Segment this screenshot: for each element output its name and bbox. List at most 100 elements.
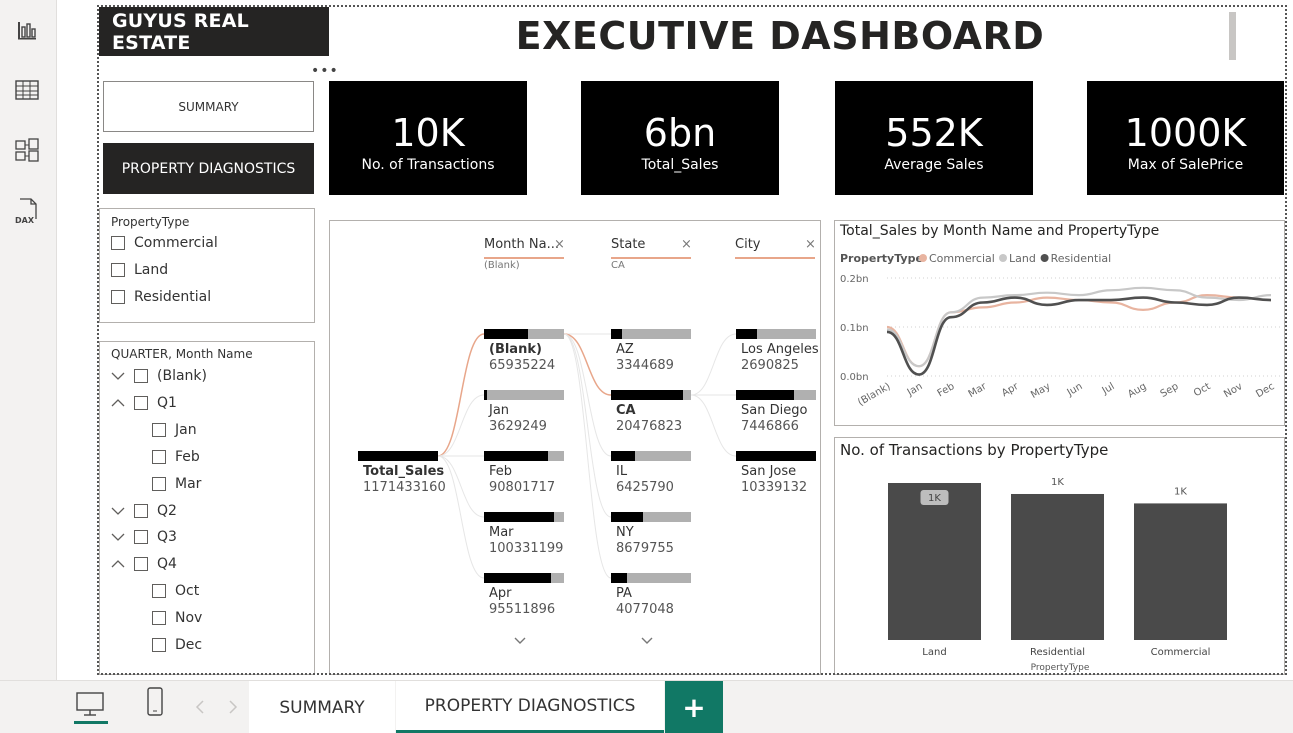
checkbox[interactable] — [152, 584, 166, 599]
x-tick-label: (Blank) — [856, 381, 893, 408]
checkbox[interactable] — [134, 369, 148, 383]
dax-query-icon[interactable]: DAX — [11, 195, 43, 227]
node-value: 8679755 — [616, 541, 674, 556]
slicer-item[interactable]: Q1 — [111, 395, 177, 411]
x-tick-label: Residential — [1030, 647, 1085, 658]
kpi-label: Average Sales — [884, 157, 984, 173]
scrollbar-thumb[interactable] — [1229, 12, 1236, 60]
slicer-item[interactable]: (Blank) — [111, 368, 207, 384]
slicer-item[interactable]: Q2 — [111, 503, 177, 519]
x-tick-label: Jul — [1100, 381, 1117, 397]
level-header-month[interactable]: Month Na... × — [484, 237, 565, 259]
model-view-icon[interactable] — [11, 134, 43, 166]
x-axis-title: PropertyType — [1031, 663, 1090, 673]
legend-marker — [919, 254, 927, 262]
node-bar — [736, 390, 816, 400]
table-view-icon[interactable] — [11, 74, 43, 106]
scroll-down-chevron-icon[interactable] — [640, 631, 654, 650]
line-chart[interactable]: PropertyType Commercial Land Residential 0.0… — [835, 245, 1286, 425]
remove-level-icon[interactable]: × — [681, 237, 692, 252]
slicer-item[interactable]: Q3 — [111, 529, 177, 545]
chevron-up-icon[interactable] — [111, 557, 125, 571]
checkbox[interactable] — [152, 611, 166, 626]
slicer-item-residential[interactable]: Residential — [111, 289, 211, 305]
slicer-item[interactable]: Q4 — [111, 556, 177, 572]
slicer-item-label: Oct — [175, 583, 200, 600]
remove-level-icon[interactable]: × — [805, 237, 816, 252]
slicer-item-commercial[interactable]: Commercial — [111, 235, 218, 251]
checkbox[interactable] — [134, 557, 148, 572]
node-bar-fill — [484, 451, 548, 461]
bar-chart-card: No. of Transactions by PropertyType 1K La… — [834, 437, 1285, 675]
node-label: Los Angeles — [741, 342, 819, 357]
checkbox[interactable] — [134, 503, 148, 518]
data-label: 1K — [1051, 477, 1064, 488]
remove-level-icon[interactable]: × — [554, 237, 565, 252]
checkbox[interactable] — [152, 422, 166, 437]
slicer-item[interactable]: Dec — [152, 637, 202, 653]
slicer-item-land[interactable]: Land — [111, 262, 168, 278]
slicer-item-label: (Blank) — [157, 368, 207, 384]
node-bar — [611, 329, 691, 339]
slicer-item[interactable]: Mar — [152, 476, 201, 492]
slicer-item-label: Mar — [175, 475, 202, 492]
node-label: Mar — [489, 525, 514, 540]
tree-connectors — [437, 333, 737, 579]
checkbox[interactable] — [111, 236, 125, 250]
checkbox[interactable] — [152, 449, 166, 464]
node-bar — [736, 451, 816, 461]
tree-link — [437, 394, 485, 457]
slicer-item[interactable]: Feb — [152, 449, 200, 465]
legend-entry: Residential — [1051, 252, 1112, 265]
checkbox[interactable] — [134, 530, 148, 545]
report-view-icon[interactable] — [11, 14, 43, 46]
chevron-down-icon[interactable] — [111, 369, 125, 383]
data-label-bg — [920, 490, 949, 505]
node-bar — [358, 451, 438, 461]
slicer-item[interactable]: Jan — [152, 422, 197, 438]
slicer-item[interactable]: Nov — [152, 610, 202, 626]
kpi-value: 10K — [391, 111, 465, 155]
tree-link — [437, 455, 485, 518]
more-options-icon[interactable]: ••• — [311, 63, 339, 79]
node-label: (Blank) — [489, 342, 542, 357]
kpi-label: Max of SalePrice — [1127, 157, 1244, 173]
slicer-item-label: Q4 — [157, 556, 177, 573]
checkbox[interactable] — [152, 476, 166, 491]
chevron-right-icon[interactable] — [228, 699, 238, 718]
chevron-down-icon[interactable] — [111, 504, 125, 518]
plus-icon: + — [682, 691, 706, 724]
slicer-item-label: Residential — [134, 289, 212, 305]
level-header-city[interactable]: City × — [735, 237, 816, 259]
data-label: 1K — [928, 493, 941, 504]
chevron-down-icon[interactable] — [111, 530, 125, 544]
node-label: Total_Sales — [363, 464, 445, 479]
add-page-button[interactable]: + — [665, 681, 723, 733]
node-label: San Diego — [741, 403, 808, 418]
checkbox[interactable] — [111, 263, 125, 277]
slicer-item[interactable]: Oct — [152, 583, 199, 599]
tab-property-diagnostics[interactable]: PROPERTY DIAGNOSTICS — [396, 681, 664, 733]
mobile-layout-icon[interactable] — [145, 687, 165, 717]
tree-link — [563, 333, 612, 579]
summary-nav-button[interactable]: SUMMARY — [103, 81, 314, 132]
legend-marker — [1040, 254, 1049, 262]
slicer-item-label: Q1 — [157, 394, 177, 411]
level-header-state[interactable]: State × — [611, 237, 692, 259]
bar-chart[interactable]: 1K Land 1K Residential 1K Commercial PropertyT… — [835, 462, 1286, 674]
checkbox[interactable] — [111, 290, 125, 304]
slicer-title: PropertyType — [111, 215, 190, 229]
node-bar — [611, 390, 691, 400]
desktop-layout-icon[interactable] — [73, 689, 109, 727]
checkbox[interactable] — [152, 638, 166, 652]
scroll-down-chevron-icon[interactable] — [513, 631, 527, 650]
node-label: NY — [616, 525, 634, 540]
chevron-left-icon[interactable] — [195, 699, 205, 718]
property-diagnostics-nav-button[interactable]: PROPERTY DIAGNOSTICS — [103, 143, 314, 194]
checkbox[interactable] — [134, 395, 148, 410]
chevron-up-icon[interactable] — [111, 396, 125, 410]
kpi-value: 1000K — [1124, 111, 1247, 155]
tab-summary[interactable]: SUMMARY — [249, 681, 395, 733]
legend-marker — [999, 254, 1007, 262]
node-bar-fill — [484, 390, 487, 400]
